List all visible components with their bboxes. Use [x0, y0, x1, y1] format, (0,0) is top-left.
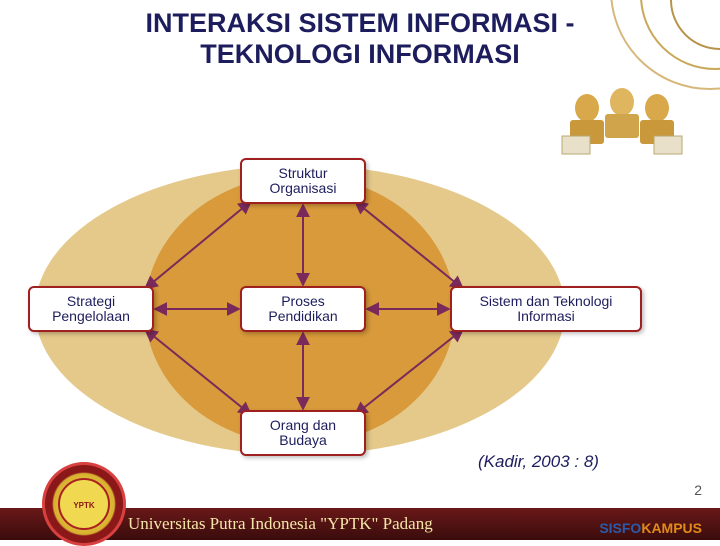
footer-university-name: Universitas Putra Indonesia "YPTK" Padan…	[128, 514, 433, 534]
title-line-2: TEKNOLOGI INFORMASI	[200, 39, 520, 69]
page-title: INTERAKSI SISTEM INFORMASI - TEKNOLOGI I…	[0, 8, 720, 70]
diagram-node-left: StrategiPengelolaan	[28, 286, 154, 332]
university-logo-inner-icon: YPTK	[58, 478, 110, 530]
sisfo-label-2: KAMPUS	[641, 520, 702, 536]
diagram-node-center: ProsesPendidikan	[240, 286, 366, 332]
sisfo-kampus-logo: SISFOKAMPUS	[599, 520, 702, 536]
people-figures-icon	[552, 78, 692, 158]
citation-text: (Kadir, 2003 : 8)	[478, 452, 599, 472]
diagram-node-right: Sistem dan TeknologiInformasi	[450, 286, 642, 332]
title-line-1: INTERAKSI SISTEM INFORMASI -	[145, 8, 574, 38]
diagram-node-top: StrukturOrganisasi	[240, 158, 366, 204]
footer: YPTK Universitas Putra Indonesia "YPTK" …	[0, 494, 720, 540]
sisfo-label-1: SISFO	[599, 520, 641, 536]
diagram-node-bottom: Orang danBudaya	[240, 410, 366, 456]
